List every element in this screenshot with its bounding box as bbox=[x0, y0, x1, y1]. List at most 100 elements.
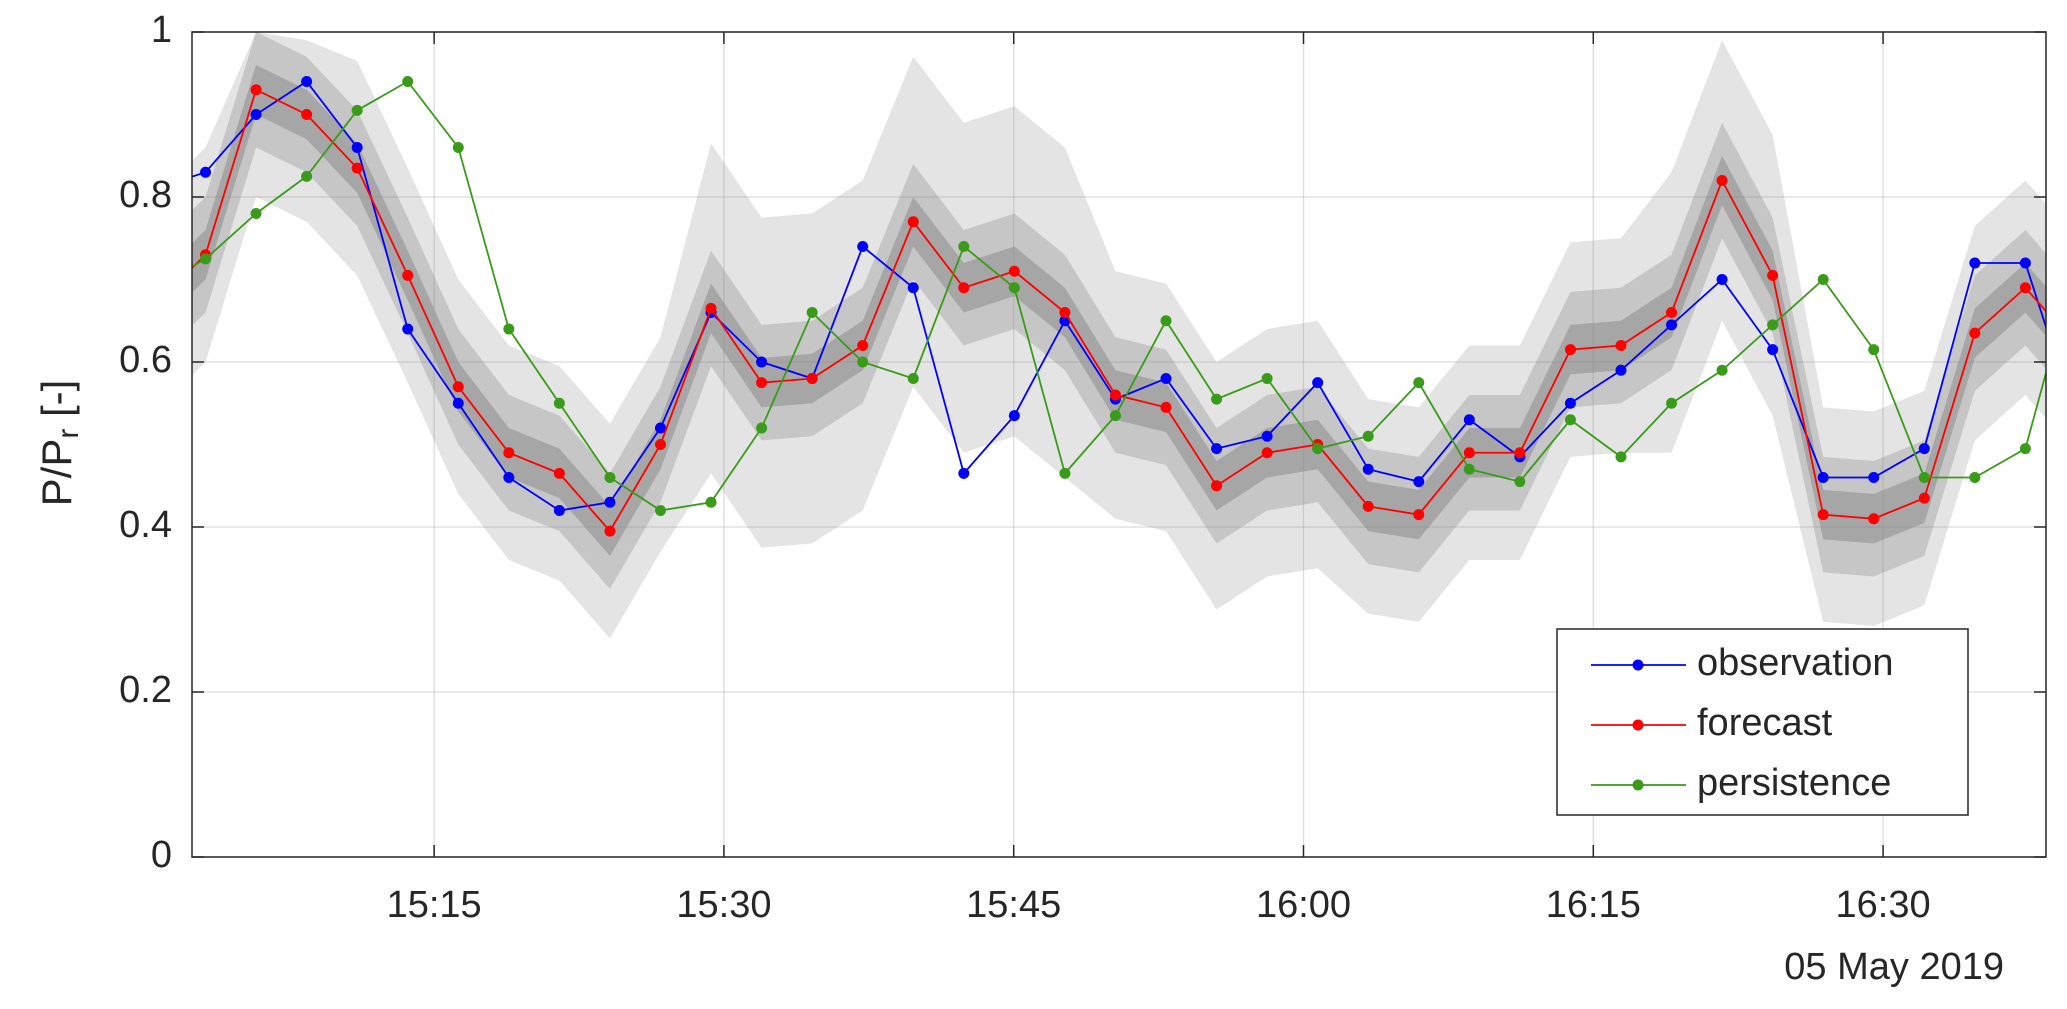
legend-label: persistence bbox=[1697, 762, 1891, 804]
data-point bbox=[503, 472, 515, 483]
data-point bbox=[553, 397, 565, 409]
data-point bbox=[402, 269, 414, 281]
data-point bbox=[958, 282, 970, 294]
data-point bbox=[1767, 344, 1779, 356]
data-point bbox=[1413, 377, 1425, 389]
data-point bbox=[654, 439, 666, 450]
data-point bbox=[402, 323, 414, 335]
y-label-sub: r bbox=[52, 429, 85, 439]
data-point bbox=[1463, 463, 1475, 475]
data-point bbox=[1564, 414, 1576, 426]
data-point bbox=[1969, 327, 1981, 339]
data-point bbox=[1666, 319, 1678, 331]
data-point bbox=[1463, 447, 1475, 459]
data-point bbox=[1211, 393, 1223, 405]
data-point bbox=[1261, 447, 1273, 459]
y-tick-label: 1 bbox=[151, 9, 172, 51]
data-point bbox=[452, 397, 464, 409]
data-point bbox=[402, 76, 414, 87]
data-point bbox=[756, 422, 768, 434]
data-point bbox=[654, 505, 666, 516]
data-point bbox=[1413, 509, 1425, 521]
data-point bbox=[857, 241, 869, 252]
data-point bbox=[1767, 269, 1779, 281]
data-point bbox=[2019, 443, 2031, 455]
legend-box bbox=[1556, 628, 1969, 816]
data-point bbox=[1211, 443, 1223, 455]
data-point bbox=[604, 525, 616, 537]
data-point bbox=[301, 76, 313, 87]
data-point bbox=[1362, 430, 1374, 442]
data-point bbox=[200, 166, 212, 178]
data-point bbox=[351, 162, 363, 174]
data-point bbox=[1059, 307, 1071, 318]
data-point bbox=[1160, 315, 1172, 327]
data-point bbox=[1312, 377, 1324, 389]
data-point bbox=[553, 505, 565, 516]
data-point bbox=[1413, 476, 1425, 488]
data-point bbox=[756, 377, 768, 389]
data-point bbox=[958, 241, 970, 252]
x-tick-label: 15:45 bbox=[966, 884, 1061, 926]
data-point bbox=[250, 84, 262, 96]
data-point bbox=[1868, 513, 1880, 525]
data-point bbox=[1109, 410, 1121, 422]
legend-label: observation bbox=[1697, 642, 1893, 684]
data-point bbox=[1008, 282, 1020, 294]
data-point bbox=[1969, 472, 1981, 483]
data-point bbox=[1716, 274, 1728, 285]
data-point bbox=[1615, 364, 1627, 376]
legend-marker bbox=[1632, 719, 1644, 731]
data-point bbox=[806, 307, 818, 318]
data-point bbox=[1564, 344, 1576, 356]
data-point bbox=[1817, 472, 1829, 483]
data-point bbox=[1463, 414, 1475, 426]
data-point bbox=[1008, 265, 1020, 277]
x-tick-label: 15:30 bbox=[676, 884, 771, 926]
data-point bbox=[1109, 389, 1121, 401]
x-tick-label: 16:00 bbox=[1256, 884, 1351, 926]
y-tick-label: 0.8 bbox=[119, 174, 172, 216]
data-point bbox=[1868, 344, 1880, 356]
data-point bbox=[351, 104, 363, 116]
x-tick-label: 15:15 bbox=[387, 884, 482, 926]
data-point bbox=[250, 109, 262, 120]
y-label-main: P/P bbox=[33, 439, 80, 507]
legend: observation forecast persistence bbox=[1556, 628, 1969, 816]
data-point bbox=[604, 496, 616, 508]
data-point bbox=[1868, 472, 1880, 483]
data-point bbox=[1817, 274, 1829, 285]
data-point bbox=[907, 282, 919, 294]
data-point bbox=[907, 373, 919, 384]
y-label-rest: [-] bbox=[33, 380, 80, 429]
data-point bbox=[1362, 500, 1374, 512]
data-point bbox=[1918, 443, 1930, 455]
data-point bbox=[452, 142, 464, 153]
data-point bbox=[1666, 307, 1678, 318]
data-point bbox=[1312, 443, 1324, 455]
data-point bbox=[857, 356, 869, 368]
data-point bbox=[806, 373, 818, 384]
data-point bbox=[1008, 410, 1020, 422]
data-point bbox=[958, 467, 970, 479]
data-point bbox=[503, 447, 515, 459]
data-point bbox=[149, 299, 160, 310]
data-point bbox=[1160, 373, 1172, 384]
data-point bbox=[250, 208, 262, 219]
data-point bbox=[1514, 476, 1526, 488]
data-point bbox=[1514, 447, 1526, 459]
data-point bbox=[301, 109, 313, 120]
data-point bbox=[756, 356, 768, 368]
data-point bbox=[1261, 430, 1273, 442]
data-point bbox=[1918, 472, 1930, 483]
data-point bbox=[1211, 480, 1223, 492]
data-point bbox=[705, 496, 717, 508]
data-point bbox=[301, 170, 313, 182]
data-point bbox=[1817, 509, 1829, 521]
data-point bbox=[1716, 364, 1728, 376]
y-tick-label: 0.4 bbox=[119, 504, 172, 546]
x-tick-label: 16:15 bbox=[1546, 884, 1641, 926]
y-tick-label: 0.2 bbox=[119, 669, 172, 711]
data-point bbox=[1564, 397, 1576, 409]
y-tick-label: 0.6 bbox=[119, 339, 172, 381]
